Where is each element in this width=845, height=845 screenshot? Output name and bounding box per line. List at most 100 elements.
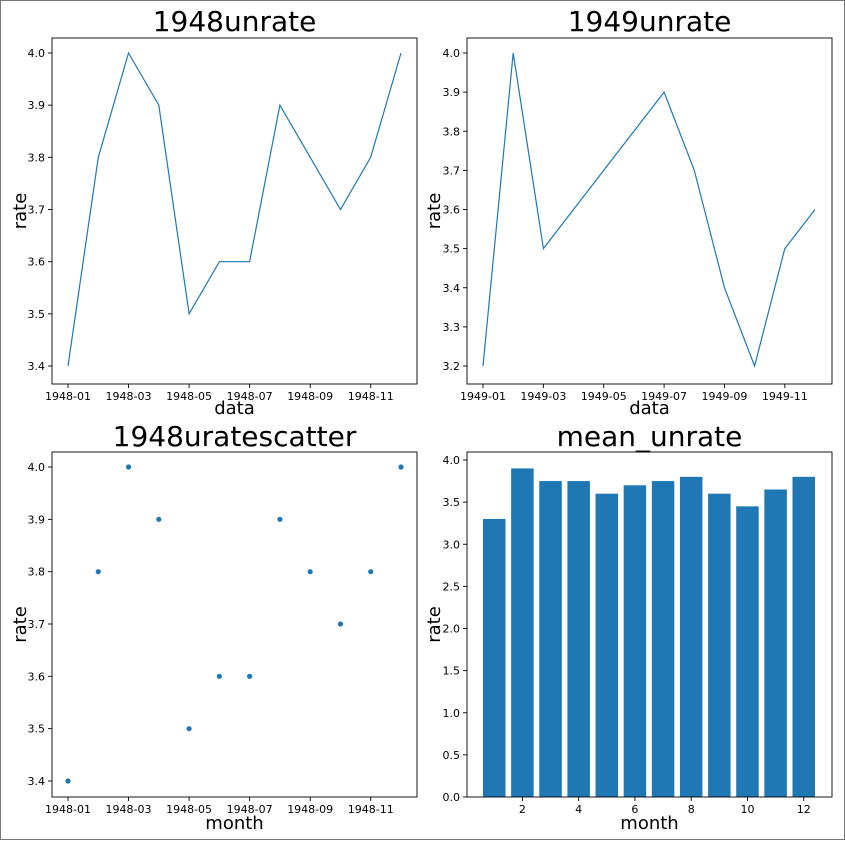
y-axis-label: rate (10, 193, 31, 230)
x-tick-label: 1948-11 (348, 390, 394, 403)
scatter-point-1948-12 (398, 464, 404, 470)
x-tick-label: 1949-11 (762, 390, 808, 403)
y-tick-label: 3.4 (443, 282, 461, 295)
bar-12 (792, 476, 815, 797)
bar-9 (708, 493, 731, 797)
bar-3 (539, 481, 562, 797)
y-axis-label: rate (424, 606, 445, 643)
y-tick-label: 2.5 (443, 580, 461, 593)
axes-frame (51, 451, 418, 798)
y-tick-label: 3.2 (443, 360, 461, 373)
y-tick-label: 3.7 (28, 204, 46, 217)
y-tick-label: 3.7 (443, 164, 461, 177)
x-tick-label: 2 (519, 803, 526, 816)
axes-frame (51, 37, 418, 385)
series-line (482, 52, 816, 368)
bar-2 (511, 468, 534, 797)
y-axis-label: rate (10, 606, 31, 643)
scatter-point-1948-07 (247, 673, 253, 679)
y-tick-label: 3.5 (443, 496, 461, 509)
x-tick-label: 1948-11 (348, 803, 394, 816)
scatter-point-1948-09 (307, 569, 313, 575)
chart-title: 1948uratescatter (113, 420, 357, 453)
chart-title: mean_unrate (557, 420, 743, 453)
chart-title: 1948unrate (153, 5, 317, 38)
y-tick-label: 0.5 (443, 749, 461, 762)
x-tick-label: 1948-09 (287, 390, 333, 403)
x-tick-label: 12 (797, 803, 811, 816)
y-tick-label: 3.8 (28, 151, 46, 164)
bar-5 (595, 493, 619, 797)
y-tick-label: 3.6 (28, 670, 46, 683)
x-tick-label: 1948-07 (227, 803, 273, 816)
x-axis-label: month (205, 813, 263, 834)
y-tick-label: 3.5 (28, 723, 46, 736)
y-tick-label: 3.9 (443, 86, 461, 99)
bar-7 (651, 481, 675, 797)
scatter-point-1948-02 (95, 569, 101, 575)
y-tick-label: 3.9 (28, 513, 46, 526)
x-axis-label: data (629, 398, 670, 419)
scatter-point-1948-01 (65, 778, 71, 784)
scatter-point-1948-11 (368, 569, 374, 575)
y-tick-label: 3.8 (443, 125, 461, 138)
y-tick-label: 3.0 (443, 538, 461, 551)
y-tick-label: 3.5 (443, 243, 461, 256)
x-tick-label: 8 (688, 803, 695, 816)
axes-frame (466, 451, 833, 798)
x-tick-label: 4 (575, 803, 582, 816)
x-tick-label: 1949-03 (520, 390, 566, 403)
scatter-point-1948-08 (277, 516, 283, 522)
y-tick-label: 3.7 (28, 618, 46, 631)
scatter-point-1948-04 (156, 516, 162, 522)
y-tick-label: 4.0 (443, 47, 461, 60)
x-tick-label: 10 (740, 803, 754, 816)
x-tick-label: 1948-05 (166, 803, 212, 816)
x-tick-label: 1948-05 (166, 390, 212, 403)
subplot-1: 1948unrate data rate 3.4 3.5 3.6 3.7 3.8 3.9 4.0 1… (10, 5, 418, 419)
x-tick-label: 1948-03 (106, 390, 152, 403)
chart-title: 1949unrate (568, 5, 732, 38)
subplot-3: 1948uratescatter month rate 3.4 3.5 3.6 3.7 3.8… (10, 420, 418, 834)
x-axis-label: data (214, 398, 255, 419)
bar-1 (483, 518, 506, 797)
axes-frame (466, 37, 833, 385)
x-tick-label: 1948-01 (45, 803, 91, 816)
y-tick-label: 4.0 (28, 47, 46, 60)
y-tick-label: 1.5 (443, 665, 461, 678)
subplot-2: 1949unrate data rate 3.2 3.3 3.4 3.5 3.6 3.7 3.8 3… (424, 5, 833, 419)
scatter-point-1948-05 (186, 726, 192, 732)
x-tick-label: 1949-09 (701, 390, 747, 403)
x-tick-label: 1948-03 (106, 803, 152, 816)
y-tick-label: 3.3 (443, 321, 461, 334)
series-line (67, 51, 402, 367)
x-tick-label: 1948-07 (227, 390, 273, 403)
y-tick-label: 2.0 (443, 623, 461, 636)
bar-4 (567, 481, 590, 797)
bar-10 (736, 506, 759, 797)
scatter-point-1948-03 (125, 464, 132, 470)
y-tick-label: 1.0 (443, 707, 461, 720)
y-tick-label: 4.0 (28, 461, 46, 474)
x-tick-label: 1948-09 (287, 803, 333, 816)
y-tick-label: 4.0 (443, 454, 461, 467)
y-tick-label: 0.0 (443, 791, 461, 804)
y-tick-label: 3.4 (28, 360, 46, 373)
y-tick-label: 3.6 (443, 204, 461, 217)
scatter-point-1948-10 (337, 621, 344, 627)
x-tick-label: 1949-01 (460, 390, 506, 403)
bar-8 (679, 476, 703, 797)
x-tick-label: 1948-01 (45, 390, 91, 403)
y-axis-label: rate (424, 193, 445, 230)
bar-11 (764, 489, 787, 797)
scatter-point-1948-06 (216, 673, 222, 679)
x-tick-label: 6 (631, 803, 638, 816)
x-tick-label: 1949-07 (641, 390, 687, 403)
bar-6 (623, 485, 647, 797)
y-tick-label: 3.6 (28, 256, 46, 269)
y-tick-label: 3.9 (28, 99, 46, 112)
